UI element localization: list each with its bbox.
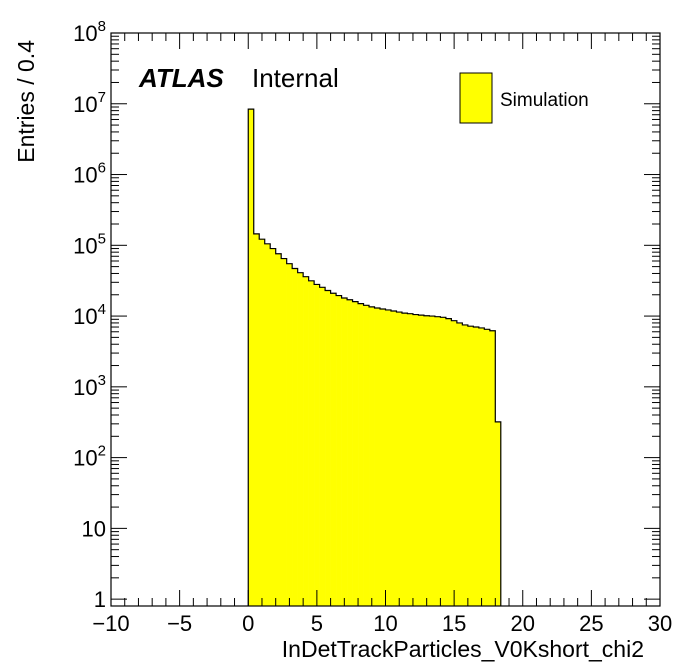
y-tick-label: 104 [73,301,106,329]
histogram-bin [429,316,436,606]
legend-label-simulation: Simulation [500,90,589,111]
histogram-bin [369,306,375,606]
histogram-bin [292,268,298,606]
histogram-bin [489,330,496,606]
histogram-bin [347,299,353,606]
histogram-bin [270,248,276,606]
y-tick-label: 103 [73,372,106,400]
x-axis-ticks [110,33,661,606]
histogram-bin [352,301,359,606]
y-tick-label: 105 [73,230,106,258]
histogram-layer [247,108,502,607]
histogram-bin [401,313,408,606]
histogram-bin [440,317,447,606]
histogram-bin [412,314,419,606]
histogram-bin [336,295,342,606]
x-tick-label: 10 [373,611,397,636]
atlas-label: ATLAS [138,63,224,93]
histogram-bin [248,109,255,607]
x-tick-label: 15 [442,611,466,636]
x-tick-label: 30 [648,611,672,636]
x-axis-tick-labels: −10 −5 0 5 10 15 20 25 30 [92,611,672,636]
histogram-bin [495,421,502,606]
legend-swatch-simulation [459,72,493,124]
histogram-bin [467,326,474,606]
histogram-outline [247,108,502,606]
y-tick-label: 107 [73,89,106,117]
histogram-bin [473,327,480,606]
histogram-bin [264,243,271,606]
y-axis-title: Entries / 0.4 [13,40,39,163]
x-tick-label: 5 [311,611,323,636]
y-tick-label: 102 [73,443,106,471]
histogram-bin [380,308,386,606]
histogram-bin [363,305,370,606]
x-axis-title: InDetTrackParticles_V0Kshort_chi2 [282,636,644,662]
atlas-status-label: Internal [252,63,339,93]
x-tick-label: 0 [242,611,254,636]
histogram-bin [330,293,337,606]
histogram-bin [451,320,458,606]
y-axis-ticks [111,32,660,600]
histogram-bin [478,327,485,606]
x-tick-label: −10 [92,611,129,636]
histogram-bin [484,329,491,606]
histogram-bin [319,287,326,606]
histogram-bin [462,324,469,606]
histogram-bin [297,272,304,606]
histogram-bin [407,313,414,606]
histogram-bin [445,318,452,606]
histogram-bin [314,284,320,606]
histogram-bin [308,280,315,606]
x-tick-label: −5 [167,611,192,636]
histogram-bin [281,258,287,606]
histogram-bin [418,315,425,606]
histogram-bin [275,253,282,606]
histogram-bin [286,263,293,606]
y-axis-tick-labels: 1 10 102 103 104 105 106 107 108 [73,18,106,612]
legend: Simulation [459,72,589,124]
histogram-bin [358,303,364,606]
y-tick-label: 1 [94,587,106,612]
histogram-bin [303,276,309,606]
histogram-bin [259,239,266,607]
histogram-bin [396,312,403,606]
y-tick-label: 10 [82,516,106,541]
histogram-bin [423,315,430,606]
y-tick-label: 106 [73,160,106,188]
histogram-bin [456,322,463,606]
x-tick-label: 20 [511,611,535,636]
histogram-bin [434,316,441,606]
histogram-bin [374,308,381,606]
histogram-bin [325,290,331,606]
histogram-bin [341,298,348,606]
y-tick-label: 108 [73,18,106,46]
histogram-bin [390,310,397,606]
x-tick-label: 25 [579,611,603,636]
histogram-bin [385,309,392,606]
histogram-bin [253,233,260,607]
